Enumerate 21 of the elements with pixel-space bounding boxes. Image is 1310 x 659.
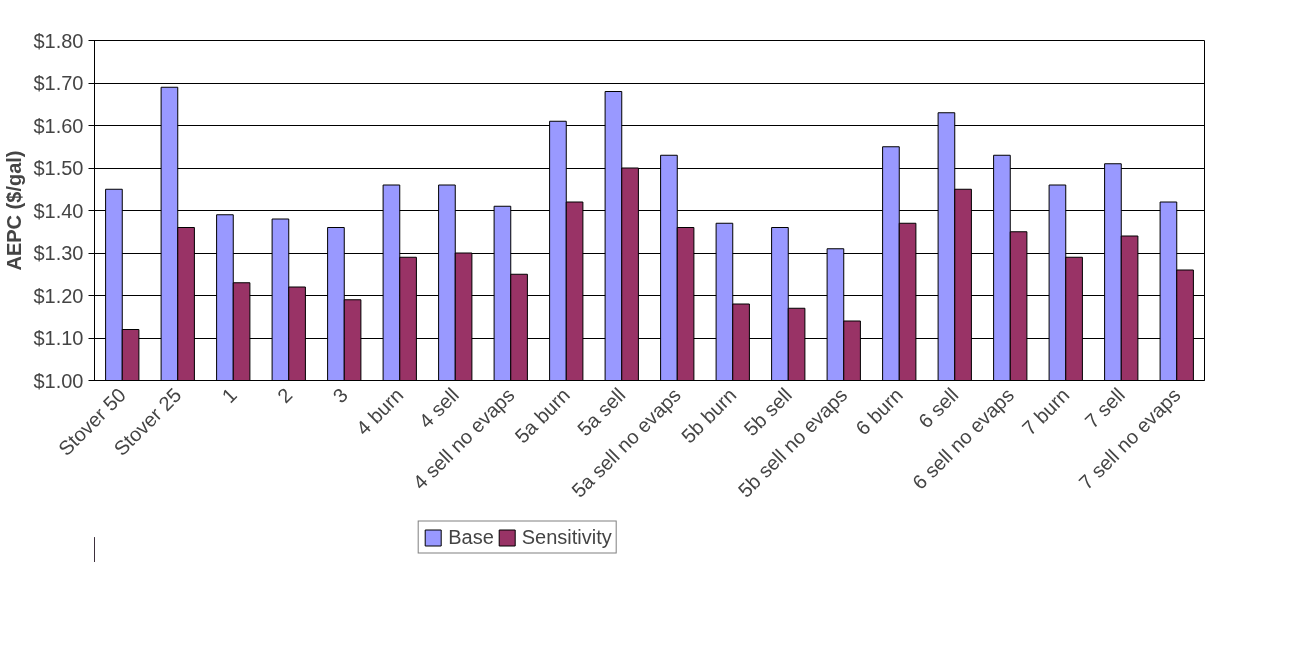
x-tick-label: 2 [273, 383, 297, 408]
x-tick-label: 4 sell [414, 383, 464, 433]
legend-label: Base [448, 525, 494, 549]
y-axis-title: AEPC ($/gal) [3, 150, 26, 271]
y-tick-label: $1.40 [33, 199, 84, 222]
x-tick-label: 6 sell [913, 383, 963, 433]
x-tick-label: 3 [328, 383, 353, 408]
x-tick-label: 7 sell [1080, 383, 1130, 433]
y-tick-label: $1.70 [33, 72, 84, 94]
y-tick-label: $1.00 [33, 369, 84, 392]
y-tick-label: $1.60 [33, 114, 84, 137]
y-tick-label: $1.30 [33, 242, 84, 264]
legend-label: Sensitivity [521, 525, 612, 549]
x-tick-label: 7 burn [1017, 383, 1074, 440]
y-tick-label: $1.10 [33, 327, 84, 349]
y-tick-label: $1.50 [33, 157, 84, 179]
x-tick-label: 1 [217, 383, 242, 408]
x-tick-label: 6 burn [851, 383, 908, 440]
y-tick-label: $1.80 [33, 29, 84, 52]
y-tick-label: $1.20 [33, 284, 84, 307]
x-tick-label: 4 burn [351, 383, 408, 440]
